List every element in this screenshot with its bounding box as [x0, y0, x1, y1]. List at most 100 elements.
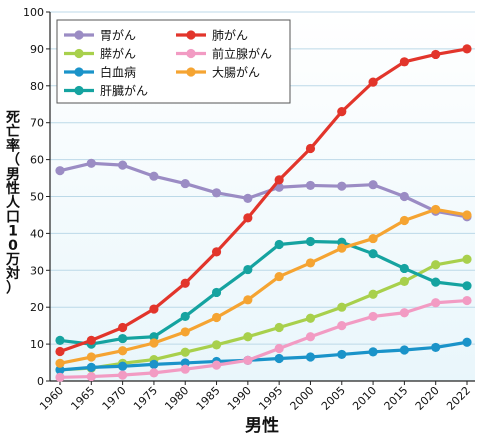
y-axis-label: 死亡率（男性人口 1 0 万対） [5, 110, 21, 296]
data-point [149, 359, 159, 369]
data-point [180, 178, 190, 189]
data-point [431, 277, 441, 287]
data-point [305, 258, 316, 268]
x-tick-label: 1975 [131, 384, 160, 413]
data-point [180, 347, 190, 357]
legend-label: 膵がん [100, 46, 136, 61]
x-tick-label: 2020 [413, 384, 442, 413]
data-point [243, 332, 253, 342]
legend-label: 胃がん [100, 28, 136, 43]
data-point [86, 362, 96, 372]
data-point [274, 343, 284, 354]
legend-item: 膵がん [64, 46, 136, 61]
data-point [149, 171, 159, 181]
x-tick-label: 2022 [444, 384, 473, 413]
x-tick-label: 2000 [288, 384, 317, 413]
y-tick-label: 60 [30, 154, 44, 167]
legend-swatch-marker [74, 30, 84, 40]
series-line [59, 257, 468, 372]
y-tick-label: 10 [30, 338, 44, 351]
series-line [59, 298, 468, 379]
data-point [211, 360, 222, 370]
data-point [368, 249, 378, 259]
data-point [368, 311, 378, 322]
y-tick-label: 100 [23, 6, 44, 19]
data-point [211, 188, 222, 198]
legend-swatch-marker [74, 48, 84, 59]
data-point [55, 166, 65, 176]
y-tick-label: 90 [30, 43, 44, 56]
data-point [462, 254, 472, 264]
data-point [305, 352, 316, 362]
x-tick-label: 1990 [225, 384, 254, 413]
data-point [305, 332, 316, 342]
data-point [431, 260, 441, 270]
data-point [180, 364, 190, 374]
data-point [243, 213, 253, 223]
legend-swatch-marker [186, 48, 196, 59]
legend-swatch-marker [74, 85, 84, 96]
legend-label: 肝臓がん [100, 83, 148, 98]
data-point [274, 175, 284, 185]
series-layer [55, 44, 472, 382]
x-tick-label: 2010 [350, 384, 379, 413]
data-point [86, 352, 96, 362]
y-tick-label: 0 [37, 375, 44, 388]
data-point [274, 239, 284, 250]
y-axis-label-text: 死亡率（男性人口 1 0 万対） [5, 110, 21, 296]
legend-item: 白血病 [64, 65, 136, 80]
x-tick-label: 1995 [256, 384, 285, 413]
data-point [86, 158, 96, 168]
data-point [118, 361, 128, 371]
data-point [55, 335, 65, 346]
data-point [55, 358, 65, 368]
legend-item: 大腸がん [176, 65, 260, 80]
series-line [59, 207, 468, 365]
legend-swatch-marker [74, 67, 84, 77]
data-point [305, 180, 316, 191]
legend-item: 肺がん [176, 28, 248, 43]
y-tick-label: 40 [30, 227, 44, 240]
series-line [59, 239, 468, 346]
x-tick-label: 1970 [100, 384, 129, 413]
data-point [118, 322, 128, 333]
x-tick-label: 1960 [37, 384, 66, 413]
data-point [431, 298, 441, 308]
data-point [274, 271, 284, 282]
legend-label: 前立腺がん [212, 46, 272, 61]
y-tick-label: 20 [30, 301, 44, 314]
data-point [431, 49, 441, 60]
series-3 [55, 236, 472, 349]
legend-box [56, 19, 291, 104]
data-point [368, 347, 378, 357]
data-point [462, 295, 472, 306]
data-point [431, 342, 441, 353]
data-point [368, 77, 378, 87]
data-point [462, 210, 472, 220]
y-tick-label: 70 [30, 117, 44, 130]
data-point [211, 312, 222, 323]
x-tick-label: 2015 [382, 384, 411, 413]
legend-item: 胃がん [64, 28, 136, 43]
data-point [118, 333, 128, 344]
data-point [399, 215, 409, 226]
data-point [305, 313, 316, 323]
data-point [86, 371, 96, 382]
y-tick-label: 80 [30, 80, 44, 93]
data-point [55, 346, 65, 357]
data-point [243, 193, 253, 203]
data-point [368, 180, 378, 190]
legend-item: 肝臓がん [64, 83, 148, 98]
y-axis-ticks: 0 10 20 30 40 50 60 70 80 90 100 [23, 6, 50, 388]
data-point [305, 143, 316, 154]
data-point [118, 346, 128, 356]
data-point [149, 338, 159, 348]
data-point [399, 276, 409, 286]
data-point [399, 57, 409, 67]
data-point [243, 264, 253, 275]
series-4 [55, 44, 472, 357]
data-point [86, 335, 96, 346]
data-point [211, 340, 222, 350]
data-point [180, 278, 190, 288]
